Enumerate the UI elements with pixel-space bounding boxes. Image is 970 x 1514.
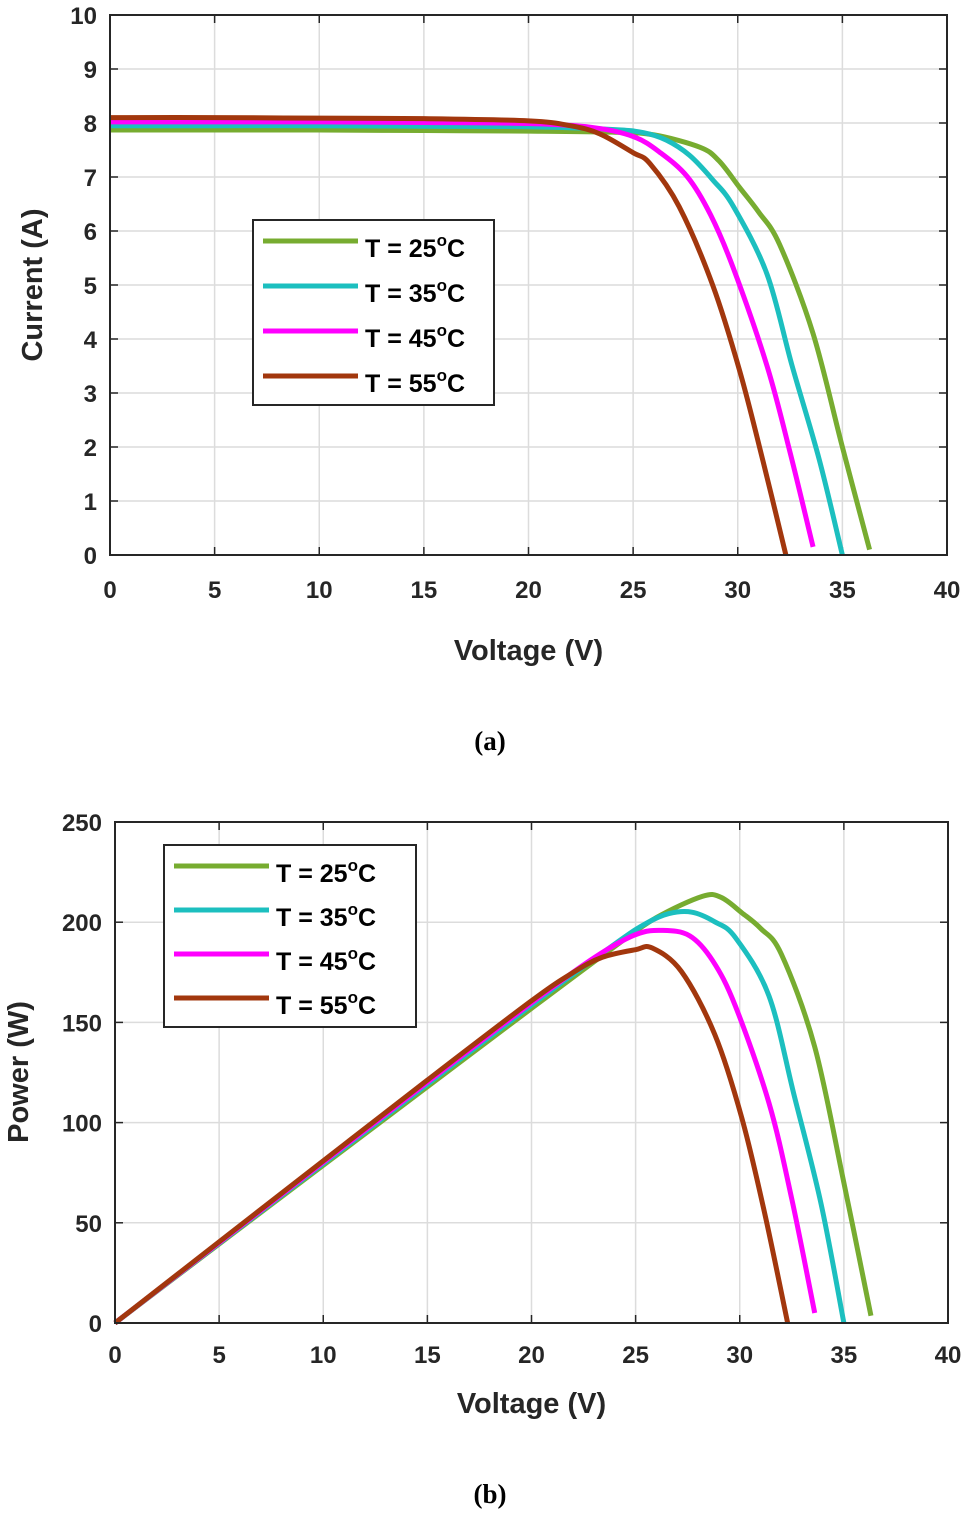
x-tick-label: 30 [724, 577, 751, 604]
legend-label-superscript: o [437, 321, 447, 340]
x-tick-label: 35 [831, 1342, 858, 1369]
y-tick-label: 100 [62, 1111, 102, 1138]
y-tick-label: 150 [62, 1010, 102, 1037]
legend-label-unit: C [358, 992, 376, 1020]
y-axis-label: Current (A) [17, 208, 49, 361]
x-tick-label: 35 [829, 577, 856, 604]
y-tick-label: 1 [84, 489, 97, 516]
y-tick-label: 0 [89, 1311, 102, 1338]
legend-label-superscript: o [348, 856, 358, 875]
series-line-3 [113, 944, 791, 1325]
legend-label-superscript: o [437, 276, 447, 295]
legend-label-0: T = 25oC [365, 231, 465, 263]
legend-label-unit: C [447, 325, 465, 353]
legend-label-0: T = 25oC [276, 856, 376, 888]
legend-label-unit: C [358, 860, 376, 888]
y-tick-label: 8 [84, 111, 97, 138]
series-line-2 [110, 119, 816, 548]
legend-label-main: T = 35 [365, 280, 437, 308]
y-tick-label: 4 [84, 327, 98, 354]
series-line-0 [110, 127, 872, 551]
legend-label-main: T = 55 [276, 992, 348, 1020]
x-tick-label: 20 [518, 1342, 545, 1369]
legend-label-superscript: o [348, 988, 358, 1007]
legend-label-main: T = 45 [276, 948, 348, 976]
x-tick-label: 25 [622, 1342, 649, 1369]
legend-label-superscript: o [348, 900, 358, 919]
legend-label-3: T = 55oC [276, 988, 376, 1020]
legend-label-superscript: o [437, 366, 447, 385]
legend-label-main: T = 45 [365, 325, 437, 353]
legend-label-2: T = 45oC [276, 944, 376, 976]
x-tick-label: 20 [515, 577, 542, 604]
series-line-1 [110, 123, 845, 556]
x-tick-label: 10 [310, 1342, 337, 1369]
figure-caption: (b) [474, 1479, 507, 1509]
y-tick-label: 50 [75, 1211, 102, 1238]
legend-label-unit: C [447, 370, 465, 398]
y-tick-label: 200 [62, 910, 102, 937]
legend-label-unit: C [358, 948, 376, 976]
x-tick-label: 0 [108, 1342, 121, 1369]
x-tick-label: 40 [935, 1342, 962, 1369]
axes-frame [114, 821, 949, 1324]
legend-label-main: T = 25 [365, 235, 437, 263]
x-tick-label: 30 [726, 1342, 753, 1369]
x-tick-label: 5 [208, 577, 221, 604]
figure-caption: (a) [474, 726, 505, 756]
y-tick-label: 5 [84, 273, 97, 300]
x-tick-label: 15 [414, 1342, 441, 1369]
y-tick-label: 10 [70, 3, 97, 30]
series-line-3 [109, 115, 789, 556]
x-tick-label: 15 [411, 577, 438, 604]
iv-chart: 0 5 10 15 20 25 30 35 40 0 1 2 3 4 5 6 7 8 9 10 Voltage (V) C… [17, 3, 960, 667]
legend-label-1: T = 35oC [365, 276, 465, 308]
y-axis-label: Power (W) [3, 1001, 35, 1143]
y-tick-label: 7 [84, 165, 97, 192]
x-tick-label: 25 [620, 577, 647, 604]
legend-label-unit: C [447, 280, 465, 308]
legend-label-main: T = 55 [365, 370, 437, 398]
y-tick-label: 9 [84, 57, 97, 84]
x-axis-label: Voltage (V) [454, 635, 603, 667]
x-tick-label: 5 [212, 1342, 225, 1369]
legend-label-unit: C [358, 904, 376, 932]
axes-frame [109, 14, 948, 556]
y-tick-label: 0 [84, 543, 97, 570]
x-tick-label: 0 [103, 577, 116, 604]
x-tick-label: 40 [934, 577, 961, 604]
legend-label-main: T = 35 [276, 904, 348, 932]
legend-label-2: T = 45oC [365, 321, 465, 353]
y-tick-label: 2 [84, 435, 97, 462]
legend-label-unit: C [447, 235, 465, 263]
y-tick-label: 250 [62, 810, 102, 837]
x-tick-label: 10 [306, 577, 333, 604]
legend-label-1: T = 35oC [276, 900, 376, 932]
legend-label-main: T = 25 [276, 860, 348, 888]
y-tick-label: 6 [84, 219, 97, 246]
legend-label-superscript: o [348, 944, 358, 963]
legend-label-superscript: o [437, 231, 447, 250]
legend-label-3: T = 55oC [365, 366, 465, 398]
y-tick-label: 3 [84, 381, 97, 408]
x-axis-label: Voltage (V) [457, 1388, 606, 1420]
pv-chart: 0 5 10 15 20 25 30 35 40 0 50 100 150 200 250 Voltage (… [3, 810, 961, 1420]
